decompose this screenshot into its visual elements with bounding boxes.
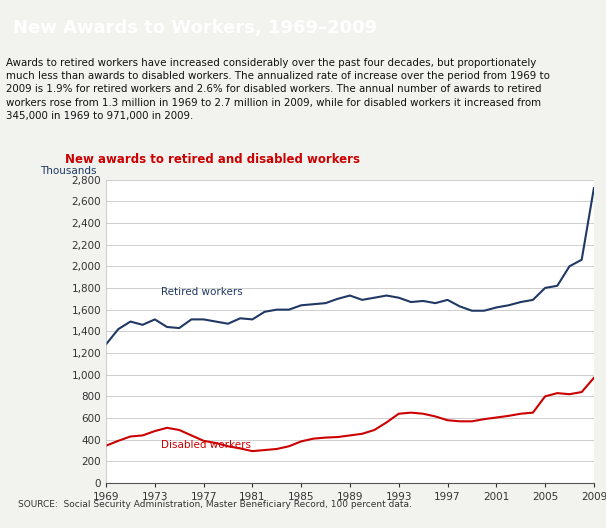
Text: New Awards to Workers, 1969–2009: New Awards to Workers, 1969–2009: [13, 18, 377, 37]
Text: Retired workers: Retired workers: [161, 287, 242, 297]
Text: Disabled workers: Disabled workers: [161, 440, 251, 450]
Text: New awards to retired and disabled workers: New awards to retired and disabled worke…: [65, 154, 361, 166]
Text: Awards to retired workers have increased considerably over the past four decades: Awards to retired workers have increased…: [6, 58, 550, 121]
Text: Thousands: Thousands: [40, 166, 97, 176]
Text: SOURCE:  Social Security Administration, Master Beneficiary Record, 100 percent : SOURCE: Social Security Administration, …: [18, 501, 412, 510]
